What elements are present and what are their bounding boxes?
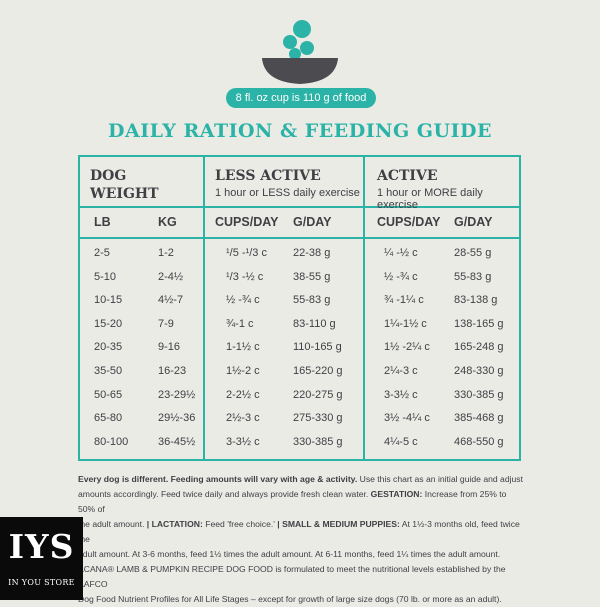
cell-cups-active: 3-3½ c [384, 388, 418, 401]
cell-lb: 5-10 [94, 270, 117, 283]
gestation-label: GESTATION: [370, 489, 423, 499]
cell-kg: 9-16 [158, 341, 181, 354]
column-header-cups-active: CUPS/DAY [377, 215, 441, 229]
cell-cups-active: 4¼-5 c [384, 435, 418, 448]
cell-lb: 15-20 [94, 317, 123, 330]
column-header-lb: LB [94, 215, 111, 229]
footnote-line-6: Dog Food Nutrient Profiles for All Life … [78, 594, 502, 604]
cell-lb: 2-5 [94, 247, 110, 259]
cell-cups-less-active: ¹/3 -½ c [226, 270, 264, 283]
cell-grams-less-active: 165-220 g [293, 365, 343, 377]
cell-lb: 80-100 [94, 435, 129, 448]
column-divider [363, 157, 365, 459]
footnote-text: Use this chart as an initial guide and a… [357, 474, 523, 484]
footnote-emphasis: Every dog is different. Feeding amounts … [78, 474, 358, 484]
cell-kg: 2-4½ [158, 270, 184, 283]
cell-cups-active: ¼ -½ c [384, 247, 418, 259]
column-header-grams-active: G/DAY [454, 215, 493, 229]
cell-lb: 50-65 [94, 388, 123, 401]
column-header-cups-less-active: CUPS/DAY [215, 215, 279, 229]
cell-cups-active: ¾ -1¼ c [384, 294, 424, 307]
cell-grams-less-active: 220-275 g [293, 388, 343, 401]
row-divider [80, 237, 519, 239]
cell-kg: 23-29½ [158, 388, 196, 401]
cell-grams-active: 385-468 g [454, 412, 504, 425]
cell-cups-less-active: ½ -¾ c [226, 294, 260, 307]
column-header-kg: KG [158, 215, 177, 229]
cell-cups-active: 2¼-3 c [384, 365, 418, 377]
cell-cups-less-active: 1½-2 c [226, 365, 260, 377]
cell-grams-active: 28-55 g [454, 247, 492, 259]
cell-cups-active: ½ -¾ c [384, 270, 418, 283]
page-title: DAILY RATION & FEEDING GUIDE [108, 120, 492, 142]
cell-grams-active: 468-550 g [454, 435, 504, 448]
cell-lb: 10-15 [94, 294, 123, 307]
footnote: Every dog is different. Feeding amounts … [78, 472, 523, 607]
lactation-label: | LACTATION: [146, 519, 203, 529]
footnote-line-5: ACANA® LAMB & PUMPKIN RECIPE DOG FOOD is… [78, 564, 506, 589]
store-logo: IYS IN YOU STORE [0, 517, 83, 600]
footnote-text: amounts accordingly. Feed twice daily an… [78, 489, 371, 499]
cell-cups-less-active: 3-3½ c [226, 435, 260, 448]
cell-kg: 4½-7 [158, 294, 184, 307]
cell-kg: 7-9 [158, 317, 174, 330]
cell-cups-less-active: 1-1½ c [226, 341, 260, 354]
store-logo-mark: IYS [8, 527, 75, 566]
cell-cups-less-active: 2½-3 c [226, 412, 260, 425]
cell-kg: 36-45½ [158, 435, 196, 448]
cell-lb: 65-80 [94, 412, 123, 425]
cell-grams-active: 83-138 g [454, 294, 498, 307]
cell-cups-active: 1¼-1½ c [384, 317, 427, 330]
cell-grams-less-active: 55-83 g [293, 294, 331, 307]
footnote-line-4: adult amount. At 3-6 months, feed 1½ tim… [78, 549, 501, 559]
footnote-text: Feed 'free choice.' [202, 519, 278, 529]
cell-grams-less-active: 275-330 g [293, 412, 343, 425]
food-bowl-icon [262, 20, 338, 84]
cell-cups-less-active: 2-2½ c [226, 388, 260, 401]
footnote-line-1: Every dog is different. Feeding amounts … [78, 472, 523, 487]
footnote-text: At 1½-3 months old, feed twice the [78, 519, 520, 544]
footnote-text: the adult amount. [78, 519, 147, 529]
store-logo-name: IN YOU STORE [8, 578, 75, 587]
active-description: 1 hour or MORE daily exercise [377, 187, 483, 211]
cell-cups-less-active: ¹/5 -¹/3 c [226, 247, 267, 259]
cell-grams-less-active: 38-55 g [293, 270, 331, 283]
column-divider [203, 157, 205, 459]
cell-cups-less-active: ¾-1 c [226, 317, 254, 330]
cell-lb: 35-50 [94, 365, 123, 377]
dog-weight-header: DOG WEIGHT [90, 167, 159, 203]
cell-kg: 16-23 [158, 365, 187, 377]
feeding-table: DOG WEIGHT LESS ACTIVE 1 hour or LESS da… [78, 155, 521, 461]
active-header: ACTIVE [377, 168, 438, 184]
cell-grams-less-active: 22-38 g [293, 247, 331, 259]
cell-grams-active: 248-330 g [454, 365, 504, 377]
cell-grams-active: 165-248 g [454, 341, 504, 354]
cell-kg: 29½-36 [158, 412, 196, 425]
cell-cups-active: 3½ -4¼ c [384, 412, 430, 425]
dog-weight-header-line2: WEIGHT [90, 186, 159, 202]
column-header-grams-less-active: G/DAY [293, 215, 332, 229]
cell-grams-less-active: 330-385 g [293, 435, 343, 448]
cell-kg: 1-2 [158, 247, 174, 259]
dog-weight-header-line1: DOG [90, 168, 127, 184]
footnote-line-3: the adult amount. | LACTATION: Feed 'fre… [78, 517, 523, 547]
less-active-header: LESS ACTIVE [215, 168, 321, 184]
footnote-line-2: amounts accordingly. Feed twice daily an… [78, 487, 523, 517]
cell-lb: 20-35 [94, 341, 123, 354]
puppies-label: | SMALL & MEDIUM PUPPIES: [277, 519, 400, 529]
less-active-description: 1 hour or LESS daily exercise [215, 187, 360, 199]
cell-grams-less-active: 83-110 g [293, 317, 336, 330]
cell-grams-active: 330-385 g [454, 388, 504, 401]
cell-grams-active: 138-165 g [454, 317, 504, 330]
footnote-text: Increase from 25% to 50% of [78, 489, 507, 514]
cell-grams-active: 55-83 g [454, 270, 492, 283]
cell-grams-less-active: 110-165 g [293, 341, 342, 354]
cup-size-note: 8 fl. oz cup is 110 g of food [226, 88, 376, 108]
row-divider [80, 206, 519, 208]
cell-cups-active: 1½ -2¼ c [384, 341, 430, 354]
